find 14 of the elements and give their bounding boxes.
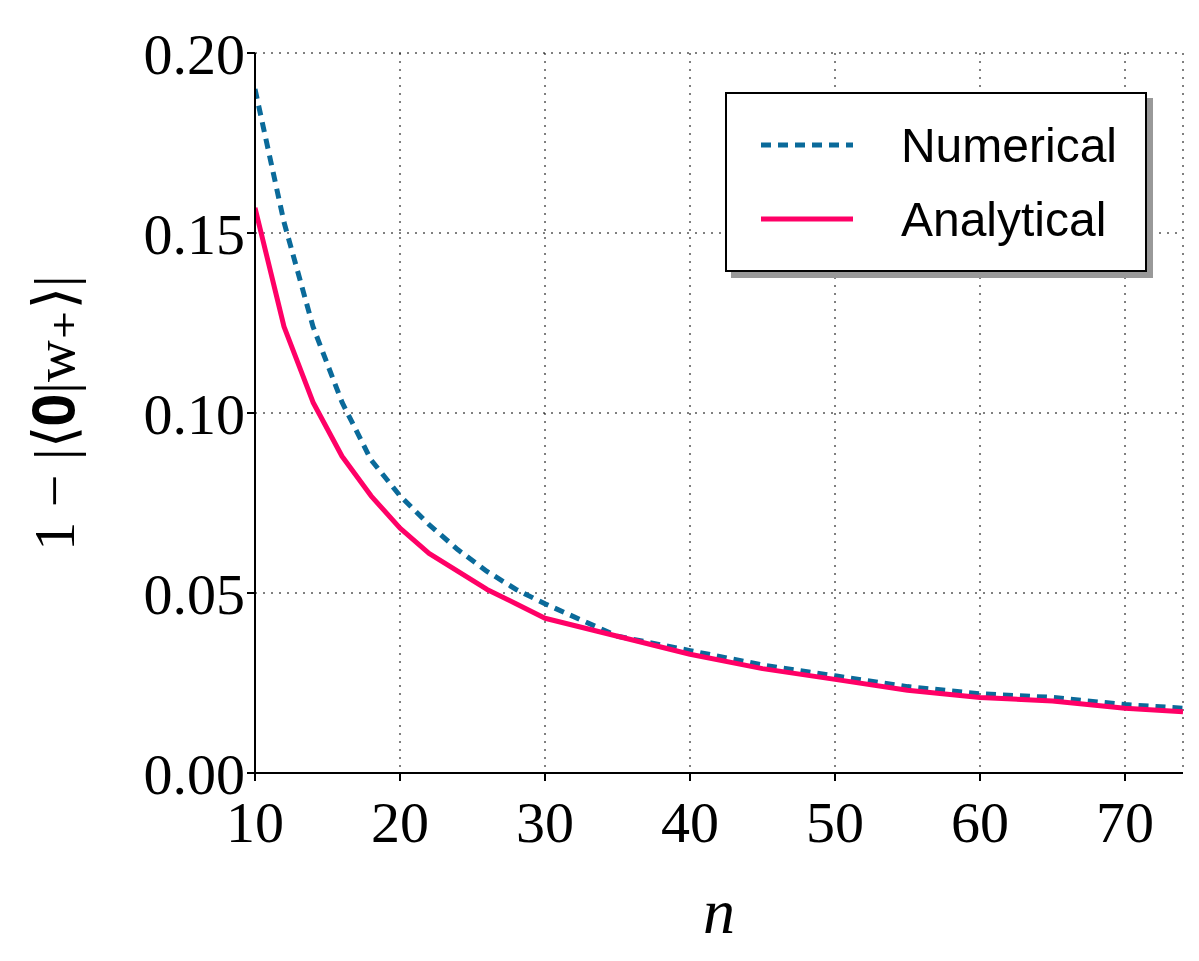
y-axis-title: 1 − |⟨𝟎|w₊⟩| <box>21 275 87 551</box>
x-tick-label: 60 <box>951 790 1009 856</box>
x-tick-label: 50 <box>806 790 864 856</box>
legend-label: Analytical <box>900 191 1107 247</box>
x-tick-label: 20 <box>371 790 429 856</box>
x-tick-label: 70 <box>1096 790 1154 856</box>
y-tick-label: 0.20 <box>143 21 245 87</box>
y-tick-label: 0.10 <box>143 381 245 447</box>
y-tick-label: 0.05 <box>143 561 245 627</box>
legend-label: Numerical <box>900 117 1117 173</box>
y-tick-label: 0.15 <box>143 201 245 267</box>
x-axis-title: n <box>703 876 735 947</box>
x-tick-label: 40 <box>661 790 719 856</box>
x-tick-label: 30 <box>516 790 574 856</box>
